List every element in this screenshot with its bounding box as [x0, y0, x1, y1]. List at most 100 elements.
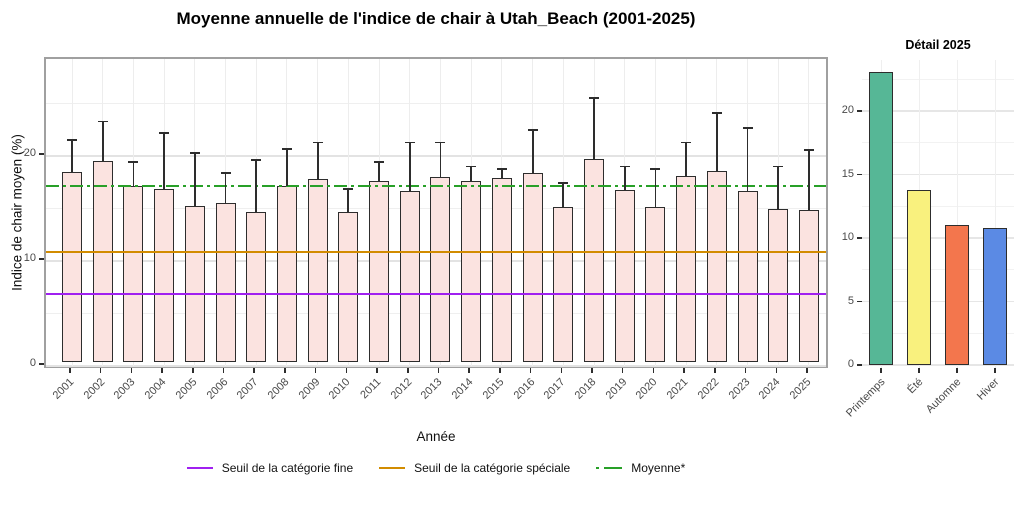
- error-bar-2011: [378, 161, 380, 182]
- legend-label-moyenne: Moyenne*: [631, 461, 686, 475]
- main-y-tick-label: 10: [23, 252, 36, 264]
- bar-Printemps: [869, 71, 893, 365]
- bar-2001: [62, 171, 82, 362]
- detail-y-tick-label: 10: [841, 231, 854, 243]
- detail-y-tick-label: 5: [847, 294, 854, 307]
- error-cap-2001: [67, 139, 77, 142]
- error-cap-2023: [742, 126, 753, 129]
- error-cap-2002: [97, 120, 108, 123]
- gridline-h: [46, 365, 826, 367]
- error-bar-2018: [593, 97, 595, 160]
- bar-2008: [276, 185, 297, 362]
- error-bar-2020: [654, 167, 657, 207]
- bar-2017: [553, 206, 574, 362]
- detail-y-tick: [857, 110, 862, 112]
- detail-y-tick: [857, 364, 862, 366]
- gridline-h: [862, 173, 1014, 176]
- error-bar-2012: [408, 141, 411, 191]
- detail-y-tick-label: 0: [847, 358, 854, 370]
- bar-2018: [584, 159, 605, 362]
- main-x-tick: [192, 368, 194, 373]
- main-x-axis-label: Année: [416, 429, 456, 444]
- error-bar-2013: [439, 141, 442, 178]
- gridline-v: [956, 60, 958, 368]
- error-bar-2015: [501, 167, 503, 179]
- bar-2009: [307, 179, 328, 362]
- main-y-axis-label: Indice de chair moyen (%): [9, 134, 25, 291]
- detail-x-tick: [994, 368, 996, 373]
- detail-chart-title: Détail 2025: [905, 38, 971, 52]
- bar-2014: [461, 181, 482, 362]
- error-bar-2003: [132, 161, 135, 186]
- main-x-tick: [775, 368, 778, 373]
- bar-2010: [338, 211, 359, 362]
- main-x-tick: [284, 368, 286, 373]
- main-x-tick: [744, 368, 747, 373]
- gridline-h: [46, 155, 826, 157]
- bar-2002: [92, 161, 113, 362]
- error-cap-2015: [496, 167, 507, 170]
- legend: Seuil de la catégorie fine Seuil de la c…: [44, 461, 828, 475]
- bar-2004: [154, 188, 175, 362]
- error-bar-2008: [286, 147, 288, 186]
- gridline-h: [862, 78, 1014, 80]
- error-cap-2020: [650, 167, 661, 170]
- gridline-h: [862, 142, 1014, 144]
- mean-line-swatch: [596, 466, 623, 470]
- bar-2011: [369, 181, 390, 362]
- main-x-tick: [468, 368, 470, 373]
- main-x-tick: [714, 368, 716, 373]
- error-cap-2006: [220, 171, 231, 174]
- detail-chart-panel: [862, 60, 1014, 368]
- ref-line-0: [46, 292, 826, 295]
- bar-Hiver: [983, 227, 1007, 365]
- main-y-tick-label: 20: [23, 147, 36, 159]
- error-cap-2010: [343, 187, 354, 190]
- main-x-tick: [806, 368, 808, 373]
- error-bar-2009: [316, 141, 319, 180]
- error-bar-2017: [562, 182, 565, 207]
- main-x-tick: [376, 368, 378, 373]
- ref-line-1: [46, 250, 826, 253]
- error-bar-2002: [101, 120, 104, 162]
- bar-2023: [737, 190, 758, 362]
- bar-2016: [522, 173, 543, 362]
- fine-threshold-line-swatch: [186, 466, 213, 470]
- legend-label-fine: Seuil de la catégorie fine: [221, 461, 354, 475]
- detail-y-tick-label: 20: [841, 104, 854, 116]
- main-x-tick: [314, 368, 317, 373]
- bar-2024: [768, 208, 789, 362]
- error-bar-2022: [715, 112, 718, 171]
- main-x-tick: [253, 368, 255, 373]
- main-chart-panel: [44, 57, 828, 368]
- bar-2021: [676, 176, 697, 362]
- gridline-v: [994, 60, 996, 368]
- error-bar-2016: [531, 128, 534, 173]
- ref-line-2: [46, 184, 826, 188]
- error-cap-2007: [251, 159, 262, 162]
- error-bar-2023: [746, 126, 749, 191]
- error-cap-2013: [435, 141, 446, 144]
- error-bar-2001: [71, 139, 73, 172]
- error-bar-2019: [623, 165, 626, 190]
- error-cap-2021: [681, 141, 692, 144]
- gridline-h: [46, 103, 826, 104]
- error-cap-2016: [527, 128, 538, 131]
- error-cap-2008: [281, 147, 292, 150]
- main-x-tick: [683, 368, 685, 373]
- main-x-tick: [130, 368, 133, 373]
- main-x-tick: [499, 368, 501, 373]
- bar-2020: [645, 206, 666, 362]
- detail-x-tick: [918, 368, 920, 373]
- main-x-tick: [161, 368, 163, 373]
- bar-2015: [491, 178, 512, 362]
- main-x-tick: [345, 368, 348, 373]
- bar-2013: [430, 177, 451, 362]
- main-x-tick: [222, 368, 225, 373]
- gridline-h: [862, 110, 1014, 112]
- bar-2006: [215, 203, 236, 362]
- gridline-h: [862, 300, 1014, 303]
- error-bar-2014: [470, 165, 473, 182]
- gridline-h: [862, 205, 1014, 207]
